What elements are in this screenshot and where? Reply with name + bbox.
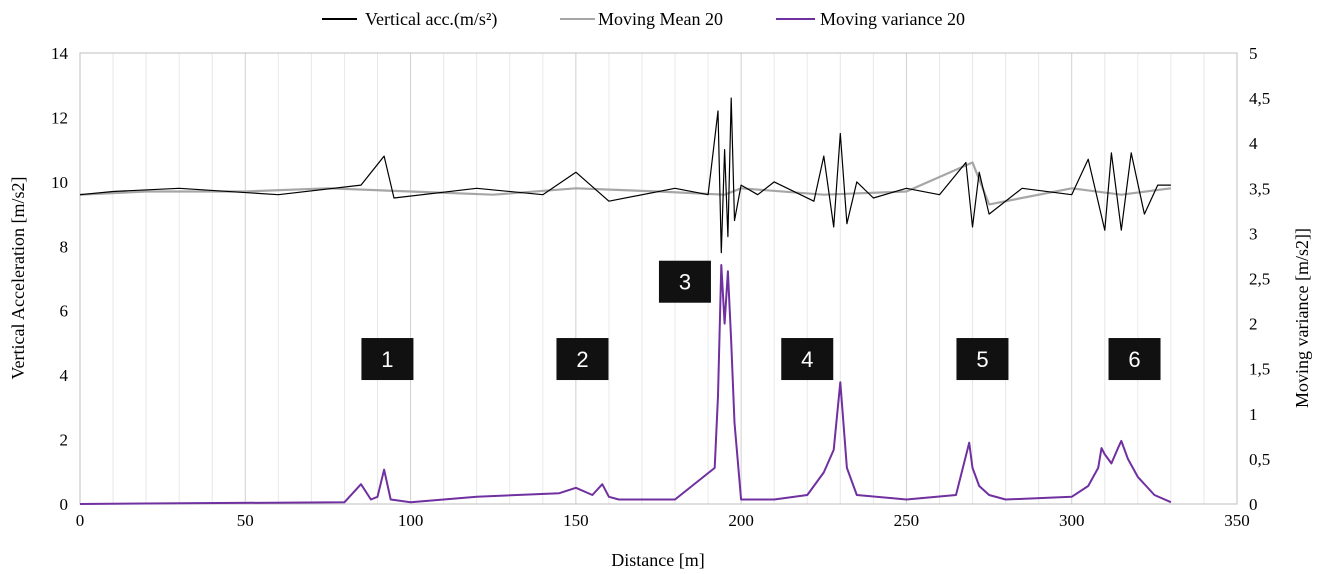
annotation-box-3 — [658, 260, 711, 303]
legend-label-1: Vertical acc.(m/s²) — [365, 9, 497, 30]
y-tick-label: 10 — [51, 173, 68, 192]
annotation-box-4 — [781, 338, 834, 381]
y-tick-label: 8 — [60, 237, 69, 256]
y2-tick-label: 3,5 — [1249, 179, 1270, 198]
y2-tick-label: 2,5 — [1249, 270, 1270, 289]
series-line-1 — [79, 97, 1171, 254]
plot-area — [79, 52, 1238, 505]
series-line-3 — [79, 264, 1172, 505]
x-axis-title: Distance [m] — [611, 550, 704, 570]
x-tick-labels: 0 50 100 150 200 250 300 350 — [76, 511, 1250, 530]
legend: Vertical acc.(m/s²) Moving Mean 20 Moving … — [322, 9, 965, 30]
y2-tick-label: 0 — [1249, 495, 1258, 514]
annotation-label-3: 3 — [679, 270, 691, 295]
annotation-label-6: 6 — [1128, 347, 1140, 372]
x-tick-label: 150 — [563, 511, 589, 530]
x-tick-label: 250 — [894, 511, 920, 530]
y2-tick-label: 2 — [1249, 315, 1258, 334]
legend-label-3: Moving variance 20 — [820, 9, 965, 29]
y2-tick-label: 1 — [1249, 405, 1258, 424]
annotation-box-6 — [1108, 338, 1161, 381]
annotation-box-2 — [556, 338, 609, 381]
annotation-box-1 — [361, 338, 414, 381]
y-tick-label: 12 — [51, 108, 68, 127]
x-tick-label: 100 — [398, 511, 424, 530]
y2-tick-label: 0,5 — [1249, 450, 1270, 469]
x-tick-label: 300 — [1059, 511, 1085, 530]
y2-tick-label: 4 — [1249, 134, 1258, 153]
annotation-box-5 — [956, 338, 1009, 381]
y2-tick-label: 3 — [1249, 224, 1258, 243]
x-tick-label: 350 — [1224, 511, 1250, 530]
annotation-label-2: 2 — [576, 347, 588, 372]
legend-label-2: Moving Mean 20 — [598, 9, 723, 29]
y-axis-title: Vertical Acceleration [m/s2] — [8, 177, 28, 380]
x-tick-label: 50 — [237, 511, 254, 530]
y-tick-label: 14 — [51, 44, 69, 63]
y-tick-label: 4 — [60, 366, 69, 385]
y2-tick-label: 1,5 — [1249, 360, 1270, 379]
y2-tick-labels: 0 0,5 1 1,5 2 2,5 3 3,5 4 4,5 5 — [1249, 44, 1270, 514]
y2-tick-label: 5 — [1249, 44, 1258, 63]
y-tick-label: 6 — [60, 302, 69, 321]
y-tick-label: 0 — [60, 495, 69, 514]
annotation-label-5: 5 — [976, 347, 988, 372]
annotation-label-4: 4 — [801, 347, 813, 372]
x-tick-label: 0 — [76, 511, 85, 530]
annotations: 1 2 3 4 5 6 — [361, 260, 1161, 381]
grid-lines — [79, 53, 1238, 505]
y-tick-label: 2 — [60, 431, 69, 450]
y-tick-labels: 0 2 4 6 8 10 12 14 — [51, 44, 69, 514]
annotation-label-1: 1 — [381, 347, 393, 372]
y2-tick-label: 4,5 — [1249, 89, 1270, 108]
x-tick-label: 200 — [728, 511, 754, 530]
series-line-2 — [79, 161, 1172, 206]
series-layer — [79, 97, 1172, 505]
y2-axis-title: Moving variance [m/s2]] — [1292, 228, 1312, 408]
